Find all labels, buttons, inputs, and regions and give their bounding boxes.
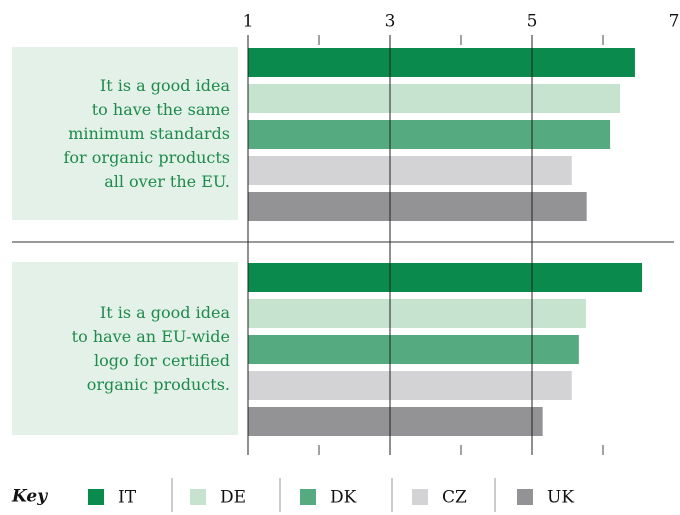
category-box bbox=[12, 47, 238, 220]
x-tick-label: 3 bbox=[385, 12, 396, 32]
legend-swatch bbox=[88, 489, 104, 505]
legend-label: IT bbox=[118, 488, 137, 508]
bar bbox=[248, 407, 543, 436]
bar bbox=[248, 156, 572, 185]
legend-label: DE bbox=[220, 488, 246, 508]
bar bbox=[248, 120, 611, 149]
legend-label: UK bbox=[547, 488, 574, 508]
legend-label: CZ bbox=[442, 488, 467, 508]
bar bbox=[248, 263, 643, 292]
bar bbox=[248, 299, 586, 328]
legend-swatch bbox=[412, 489, 428, 505]
legend-swatch bbox=[300, 489, 316, 505]
x-tick-label: 5 bbox=[527, 12, 538, 32]
legend-label: DK bbox=[330, 488, 357, 508]
bar bbox=[248, 48, 635, 77]
bar bbox=[248, 84, 621, 113]
legend-swatch bbox=[190, 489, 206, 505]
x-tick-label: 1 bbox=[243, 12, 254, 32]
legend-swatch bbox=[517, 489, 533, 505]
x-tick-label: 7 bbox=[669, 12, 680, 32]
category-label: It is a good idea to have the same minim… bbox=[63, 75, 231, 191]
bar bbox=[248, 371, 572, 400]
bar bbox=[248, 192, 587, 221]
category-box bbox=[12, 262, 238, 435]
category-label: It is a good idea to have an EU-wide log… bbox=[71, 302, 230, 394]
bar bbox=[248, 335, 579, 364]
legend-title: Key bbox=[11, 487, 48, 507]
